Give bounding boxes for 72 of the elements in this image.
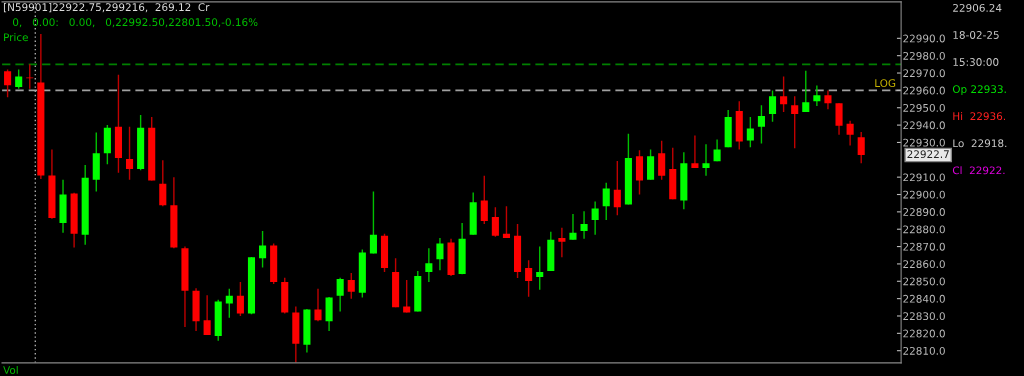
candlestick xyxy=(658,140,666,181)
candlestick xyxy=(314,288,322,322)
candlestick xyxy=(159,159,167,208)
y-tick-label: 22970.0 xyxy=(903,69,945,78)
candlestick xyxy=(558,227,566,259)
y-tick-label: 22960.0 xyxy=(903,86,945,95)
candlestick xyxy=(791,95,799,150)
text: Hi 22936. xyxy=(953,112,1005,121)
text: 15:30:00 xyxy=(953,58,999,66)
candlestick xyxy=(802,70,810,113)
text: LOG xyxy=(875,79,896,88)
candlestick xyxy=(647,148,655,181)
candlestick xyxy=(835,102,843,136)
candlestick xyxy=(780,75,788,113)
y-tick-label: 22940.0 xyxy=(903,121,945,130)
y-tick-label: 22890.0 xyxy=(903,208,945,216)
candlestick xyxy=(403,279,411,314)
y-tick-label: 22880.0 xyxy=(903,225,945,234)
candlestick xyxy=(203,294,211,336)
y-tick-label: 22860.0 xyxy=(903,260,945,269)
y-tick-label: 22950.0 xyxy=(903,103,945,112)
candlestick xyxy=(236,281,244,317)
candlestick xyxy=(491,206,499,238)
candlestick xyxy=(768,89,777,123)
candlestick xyxy=(757,104,765,145)
candlestick xyxy=(569,213,577,241)
candlestick xyxy=(813,84,821,107)
text: Lo 22918. xyxy=(953,139,1007,148)
text: 22922.7 xyxy=(907,150,949,159)
y-tick-label: 22850.0 xyxy=(903,277,945,286)
candlestick xyxy=(259,230,267,269)
candlestick xyxy=(746,116,754,149)
candlestick xyxy=(4,68,12,99)
candlestick xyxy=(347,272,355,300)
text: 22906.24 xyxy=(953,3,1002,12)
y-tick-label: 22810.0 xyxy=(903,346,945,355)
y-tick-label: 22900.0 xyxy=(903,190,945,199)
candlestick xyxy=(691,134,699,169)
candlestick xyxy=(502,205,511,239)
text: Vol xyxy=(3,365,18,374)
candlestick xyxy=(15,68,23,90)
candlestick xyxy=(536,245,544,291)
text: 18-02-25 xyxy=(953,31,999,39)
candlestick xyxy=(613,160,621,217)
y-tick-label: 22820.0 xyxy=(903,329,945,338)
candlestick xyxy=(436,237,444,271)
candlestick xyxy=(846,120,854,147)
chart-title: [N59901]22922.75,299216, 269.12 Cr xyxy=(3,3,210,13)
candlestick xyxy=(580,210,588,240)
candlestick xyxy=(824,89,832,110)
y-tick-label: 22990.0 xyxy=(903,34,945,43)
candlestick xyxy=(325,296,333,332)
y-tick-label: 22910.0 xyxy=(903,173,945,182)
y-tick-label: 22870.0 xyxy=(903,242,945,251)
text: Op 22933. xyxy=(952,85,1006,96)
candlestick xyxy=(480,175,488,225)
annotation: Price xyxy=(4,33,28,42)
candlestick xyxy=(125,126,134,181)
candlestick xyxy=(857,131,865,164)
y-tick-label: 22830.0 xyxy=(903,312,945,321)
candlestick xyxy=(591,200,599,236)
candlestick xyxy=(336,277,344,313)
text: 0, 0.00: 0.00, 0,22992.50,22801.50,-0.16% xyxy=(12,18,258,28)
candlestick xyxy=(602,182,610,221)
candlestick xyxy=(702,143,710,177)
y-tick-label: 22980.0 xyxy=(903,51,945,60)
text: Cl 22922. xyxy=(952,166,1005,175)
candlestick xyxy=(425,247,433,283)
y-tick-label: 22930.0 xyxy=(903,138,945,147)
y-tick-label: 22840.0 xyxy=(903,294,945,303)
candlestick xyxy=(525,259,533,298)
candlestick xyxy=(369,190,377,255)
